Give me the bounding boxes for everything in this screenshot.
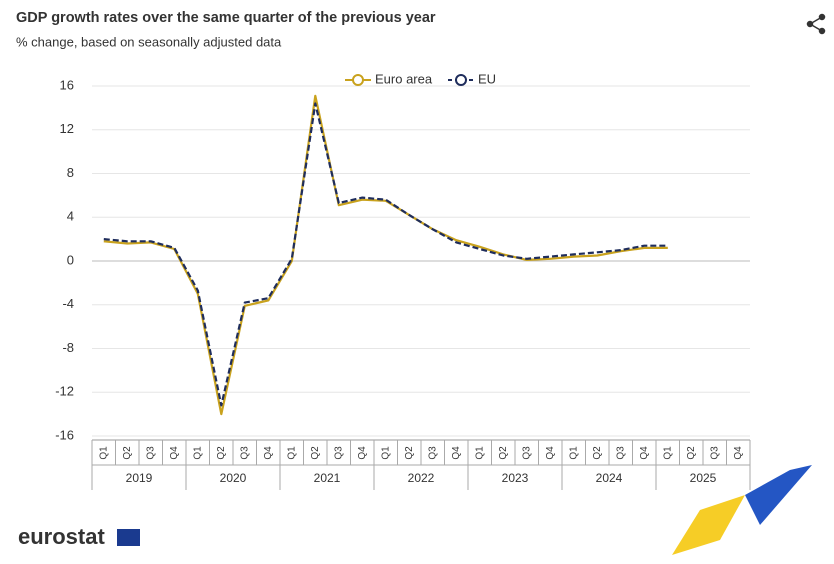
year-label: 2024 (596, 471, 623, 485)
y-tick-label: 16 (60, 77, 74, 92)
y-tick-label: 4 (67, 209, 74, 224)
y-tick-label: 12 (60, 121, 74, 136)
year-label: 2019 (126, 471, 153, 485)
year-label: 2025 (690, 471, 717, 485)
chart-title: GDP growth rates over the same quarter o… (16, 10, 436, 26)
chart-subtitle: % change, based on seasonally adjusted d… (16, 34, 282, 49)
x-tick-label: Q4 (545, 446, 556, 460)
year-label: 2020 (220, 471, 247, 485)
x-tick-label: Q2 (404, 446, 415, 460)
year-label: 2022 (408, 471, 435, 485)
x-tick-label: Q2 (498, 446, 509, 460)
x-tick-label: Q4 (733, 446, 744, 460)
series-line (103, 102, 668, 407)
eu-flag (117, 529, 140, 546)
series-line (103, 94, 668, 416)
x-tick-label: Q2 (310, 446, 321, 460)
y-tick-label: -12 (55, 384, 74, 399)
x-tick-label: Q1 (662, 446, 673, 460)
year-label: 2021 (314, 471, 341, 485)
x-tick-label: Q2 (592, 446, 603, 460)
x-tick-label: Q1 (474, 446, 485, 460)
share-icon[interactable] (806, 13, 826, 35)
x-tick-label: Q3 (521, 446, 532, 460)
x-tick-label: Q3 (615, 446, 626, 460)
decoration (672, 495, 745, 555)
legend-label: Euro area (375, 71, 433, 86)
legend-label: EU (478, 71, 496, 86)
x-tick-label: Q1 (98, 446, 109, 460)
x-tick-label: Q3 (427, 446, 438, 460)
x-tick-label: Q3 (239, 446, 250, 460)
y-tick-label: 0 (67, 252, 74, 267)
x-tick-label: Q1 (380, 446, 391, 460)
x-tick-label: Q2 (122, 446, 133, 460)
x-tick-label: Q1 (192, 446, 203, 460)
legend-marker (455, 74, 467, 86)
legend-marker (352, 74, 364, 86)
y-tick-label: -8 (62, 340, 74, 355)
x-tick-label: Q3 (333, 446, 344, 460)
logo: eurostat (18, 524, 105, 549)
y-tick-label: 8 (67, 165, 74, 180)
year-label: 2023 (502, 471, 529, 485)
x-tick-label: Q2 (686, 446, 697, 460)
x-tick-label: Q3 (709, 446, 720, 460)
x-tick-label: Q4 (263, 446, 274, 460)
x-tick-label: Q1 (286, 446, 297, 460)
x-tick-label: Q4 (639, 446, 650, 460)
y-tick-label: -4 (62, 296, 74, 311)
y-tick-label: -16 (55, 427, 74, 442)
x-tick-label: Q4 (169, 446, 180, 460)
x-tick-label: Q4 (451, 446, 462, 460)
x-tick-label: Q2 (216, 446, 227, 460)
x-tick-label: Q1 (568, 446, 579, 460)
x-tick-label: Q4 (357, 446, 368, 460)
decoration (745, 465, 812, 525)
x-tick-label: Q3 (145, 446, 156, 460)
